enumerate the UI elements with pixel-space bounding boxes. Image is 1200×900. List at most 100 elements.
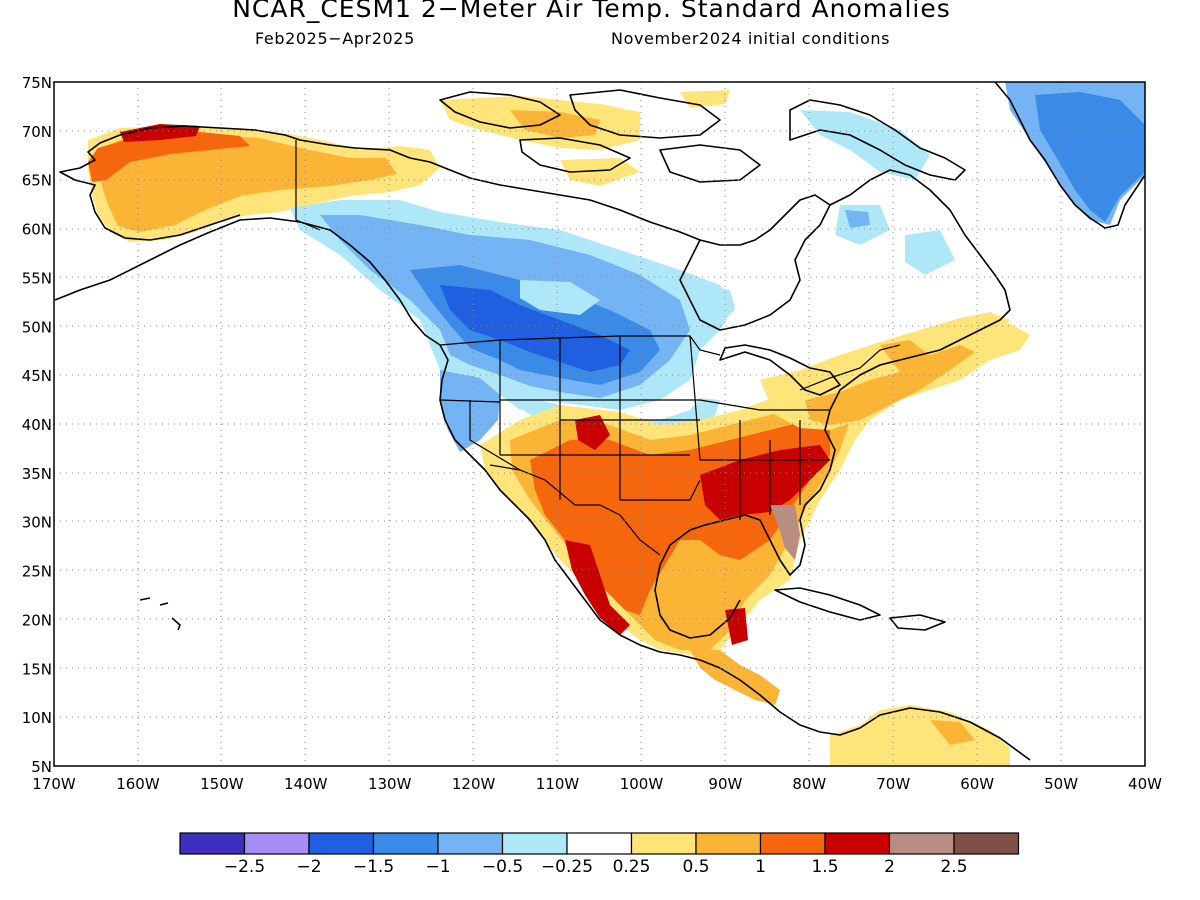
lat-label: 50N [22, 318, 52, 336]
lon-label: 150W [200, 775, 244, 793]
lon-label: 90W [708, 775, 742, 793]
colorbar-swatch [437, 832, 504, 855]
colorbar-swatch [888, 832, 955, 855]
shade-alaska-core [96, 134, 405, 232]
lat-label: 20N [22, 611, 52, 629]
forecast-period: Feb2025−Apr2025 [255, 29, 415, 48]
colorbar [179, 832, 1020, 855]
shade-greenland-1 [1035, 92, 1145, 222]
coast-greenland [994, 82, 1145, 229]
coast-islands-2 [569, 89, 721, 139]
map-title: NCAR_CESM1 2−Meter Air Temp. Standard An… [232, 0, 951, 23]
lon-label: 130W [368, 775, 412, 793]
borders [295, 140, 901, 556]
shade-wcanada-15 [440, 285, 630, 372]
lat-label: 5N [31, 758, 52, 776]
shade-quebec-05 [845, 210, 870, 228]
colorbar-label: 0.25 [613, 857, 651, 877]
coast-alaska [54, 217, 1031, 761]
colorbar-label: −0.5 [482, 857, 523, 877]
lon-label: 40W [1128, 775, 1162, 793]
coast-great-lakes [719, 344, 841, 396]
lon-label: 50W [1044, 775, 1078, 793]
shade-ne-1 [805, 345, 975, 425]
latitude-labels: 75N 70N 65N 60N 55N 50N 45N 40N 35N 30N 25N 20N 15N 1… [22, 74, 52, 776]
shade-greenland-025 [800, 110, 930, 180]
colorbar-label: −2 [296, 857, 321, 877]
coast-alaska-west [59, 125, 356, 241]
shade-prairie-025 [520, 280, 600, 315]
lat-label: 65N [22, 172, 52, 190]
shade-mex-2 [565, 540, 630, 635]
initial-conditions: November2024 initial conditions [611, 29, 891, 48]
colorbar-labels: −2.5 −2 −1.5 −1 −0.5 −0.25 0.25 0.5 1 1.5 2 2.5 [224, 857, 968, 877]
colorbar-swatch [308, 832, 375, 855]
grid-lines [54, 82, 1145, 766]
colorbar-swatch [179, 832, 246, 855]
lon-label: 100W [620, 775, 664, 793]
shade-ne-1b [880, 340, 935, 372]
colorbar-label: −0.25 [541, 857, 593, 877]
lon-label: 170W [32, 775, 76, 793]
colorbar-swatch [243, 832, 310, 855]
shade-alaska-nw [120, 124, 200, 142]
border-states [439, 335, 830, 520]
lon-label: 60W [960, 775, 994, 793]
lat-label: 15N [22, 660, 52, 678]
shade-quebec-025b [905, 230, 955, 275]
lon-label: 140W [284, 775, 328, 793]
colorbar-swatch [759, 832, 826, 855]
lat-label: 75N [22, 74, 52, 92]
shade-sa-1 [930, 720, 975, 745]
border-alaska-canada [295, 140, 321, 231]
anomaly-shading [88, 82, 1145, 766]
lon-label: 110W [536, 775, 580, 793]
lat-label: 60N [22, 221, 52, 239]
plot-frame [53, 81, 1146, 767]
lat-label: 70N [22, 123, 52, 141]
lat-label: 35N [22, 465, 52, 483]
shade-arctic-3 [680, 90, 730, 108]
colorbar-swatch [501, 832, 568, 855]
colorbar-label: 1.5 [811, 857, 838, 877]
shade-prairie-025b [680, 280, 735, 330]
lon-label: 160W [116, 775, 160, 793]
lat-label: 30N [22, 514, 52, 532]
lon-label: 120W [452, 775, 496, 793]
colorbar-swatch [695, 832, 762, 855]
lat-label: 25N [22, 563, 52, 581]
shade-arctic-4 [560, 158, 640, 186]
border-us-canada-east [799, 344, 901, 391]
border-us-mexico [489, 464, 661, 556]
colorbar-swatch [372, 832, 439, 855]
shade-arctic-2 [510, 110, 600, 138]
shade-sw-2 [575, 415, 610, 450]
shade-alaska-west [88, 132, 250, 182]
lat-label: 55N [22, 269, 52, 287]
coast-arctic [354, 147, 701, 241]
shade-arctic-5 [380, 148, 430, 178]
longitude-labels: 170W 160W 150W 140W 130W 120W 110W 100W 90W 80W 70… [32, 775, 1162, 793]
shade-florida-25 [770, 505, 800, 560]
colorbar-swatch [824, 832, 891, 855]
lon-label: 80W [792, 775, 826, 793]
colorbar-label: −2.5 [224, 857, 265, 877]
lat-label: 45N [22, 367, 52, 385]
coast-islands-4 [659, 144, 761, 183]
colorbar-label: 1 [755, 857, 766, 877]
colorbar-label: 2 [884, 857, 895, 877]
colorbar-label: 2.5 [940, 857, 967, 877]
coastlines [54, 82, 1145, 761]
coast-labrador [654, 169, 1011, 639]
colorbar-swatch [630, 832, 697, 855]
lat-label: 10N [22, 709, 52, 727]
lon-label: 70W [876, 775, 910, 793]
colorbar-label: −1.5 [353, 857, 394, 877]
colorbar-swatch [566, 832, 633, 855]
coast-cuba [774, 587, 881, 621]
coast-islands-1 [439, 91, 561, 129]
coast-hudson [679, 194, 831, 331]
coast-islands-3 [519, 137, 631, 173]
shade-sa-05 [830, 705, 1010, 766]
